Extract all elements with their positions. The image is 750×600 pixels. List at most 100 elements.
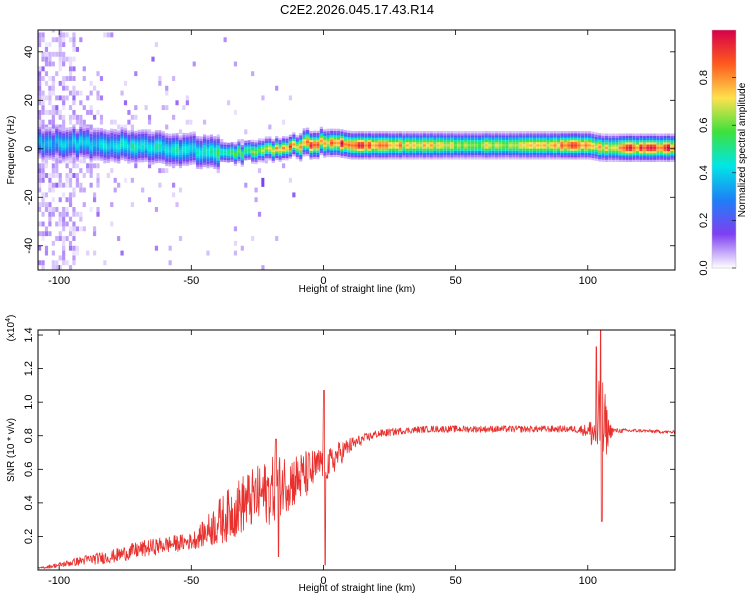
spectrogram-speckle <box>58 30 62 33</box>
spectrogram-cell <box>261 158 265 161</box>
spectrogram-cell <box>354 142 358 145</box>
spectrogram-cell <box>202 160 207 163</box>
spectrogram-cell <box>178 165 183 169</box>
spectrogram-cell <box>154 147 159 151</box>
spectrogram-speckle <box>38 202 42 208</box>
spectrogram-cell <box>436 142 440 145</box>
spectrogram-cell <box>594 158 598 161</box>
spectrogram-cell <box>72 126 76 129</box>
colorbar-tick-label: 0.0 <box>698 260 710 275</box>
spectrogram-cell <box>440 131 444 134</box>
spectrogram-cell <box>319 146 323 149</box>
spectrogram-speckle <box>96 211 100 217</box>
spectrogram-speckle <box>51 265 55 270</box>
spectrogram-cell <box>635 146 640 149</box>
spectrogram-cell <box>278 142 282 145</box>
spectrogram-cell <box>96 138 100 141</box>
spectrogram-cell <box>453 155 457 158</box>
spectrogram-cell <box>656 137 660 141</box>
spectrogram-cell <box>151 146 155 150</box>
spectrogram-cell <box>251 144 255 147</box>
spectrogram-cell <box>350 144 354 147</box>
spectrogram-cell <box>323 153 327 156</box>
spectrogram-cell <box>580 135 585 138</box>
spectrogram-cell <box>41 137 45 140</box>
spectrogram-cell <box>196 160 200 163</box>
spectrogram-cell <box>185 152 189 156</box>
spectrogram-cell <box>639 155 643 158</box>
spectrogram-cell <box>127 141 131 144</box>
spectrogram-cell <box>443 137 447 140</box>
spectrogram-cell <box>525 157 530 160</box>
spectrogram-cell <box>62 133 66 136</box>
spectrogram-cell <box>670 155 674 158</box>
spectrogram-cell <box>319 152 323 156</box>
spectrogram-cell <box>611 144 616 147</box>
spectrogram-cell <box>374 157 378 160</box>
spectrogram-speckle <box>65 182 69 188</box>
spectrogram-cell <box>147 142 152 145</box>
spectrogram-cell <box>82 150 86 153</box>
spectrogram-cell <box>491 152 495 156</box>
spectrogram-cell <box>653 150 657 154</box>
spectrogram-cell <box>62 159 66 162</box>
spectrogram-cell <box>615 148 619 152</box>
spectrogram-cell <box>412 144 416 147</box>
spectrogram-cell <box>113 131 117 135</box>
spectrogram-cell <box>127 132 131 135</box>
spectrogram-speckle <box>75 177 79 183</box>
spectrogram-cell <box>567 139 571 143</box>
spectrogram-cell <box>130 136 134 139</box>
spectrogram-cell <box>553 139 557 143</box>
spectrogram-cell <box>192 142 196 145</box>
spectrogram-cell <box>340 153 344 156</box>
spectrogram-cell <box>388 146 392 149</box>
x-tick-label: 0 <box>320 575 326 587</box>
spectrogram-cell <box>113 134 117 137</box>
spectrogram-speckle <box>44 250 49 256</box>
spectrogram-cell <box>72 135 76 138</box>
spectrogram-cell <box>79 129 83 132</box>
spectrogram-cell <box>457 146 461 149</box>
spectrogram-cell <box>175 152 179 155</box>
spectrogram-cell <box>38 137 42 141</box>
spectrogram-cell <box>268 158 272 161</box>
spectrogram-cell <box>529 142 533 145</box>
spectrogram-cell <box>498 146 502 149</box>
spectrogram-cell <box>48 135 52 139</box>
y-tick-label: 0.2 <box>23 529 35 544</box>
spectrogram-cell <box>608 142 612 145</box>
spectrogram-cell <box>62 144 66 147</box>
spectrogram-cell <box>615 146 619 149</box>
spectrogram-cell <box>508 155 512 158</box>
spectrogram-cell <box>120 133 124 137</box>
spectrogram-cell <box>199 158 203 161</box>
spectrogram-cell <box>429 155 433 158</box>
spectrogram-cell <box>302 136 306 140</box>
spectrogram-speckle <box>89 80 93 86</box>
spectrogram-cell <box>223 144 227 147</box>
spectrogram-cell <box>398 150 402 154</box>
spectrogram-cell <box>653 159 657 162</box>
spectrogram-cell <box>601 150 605 154</box>
spectrogram-cell <box>611 137 616 141</box>
spectrogram-cell <box>216 147 220 150</box>
spectrogram-cell <box>257 157 262 161</box>
spectrogram-cell <box>336 128 341 132</box>
spectrogram-cell <box>79 148 83 151</box>
spectrogram-cell <box>529 135 533 138</box>
spectrogram-cell <box>189 149 193 152</box>
spectrogram-cell <box>185 163 189 166</box>
spectrogram-cell <box>285 138 289 141</box>
spectrogram-cell <box>360 142 365 145</box>
spectrogram-cell <box>196 164 200 167</box>
spectrogram-cell <box>185 133 189 136</box>
spectrogram-speckle <box>161 105 165 111</box>
spectrogram-cell <box>367 155 372 158</box>
spectrogram-cell <box>202 136 207 139</box>
spectrogram-speckle <box>68 114 73 120</box>
spectrogram-cell <box>65 138 69 141</box>
spectrogram-cell <box>209 165 214 168</box>
spectrogram-cell <box>306 153 310 157</box>
spectrogram-cell <box>385 144 389 147</box>
